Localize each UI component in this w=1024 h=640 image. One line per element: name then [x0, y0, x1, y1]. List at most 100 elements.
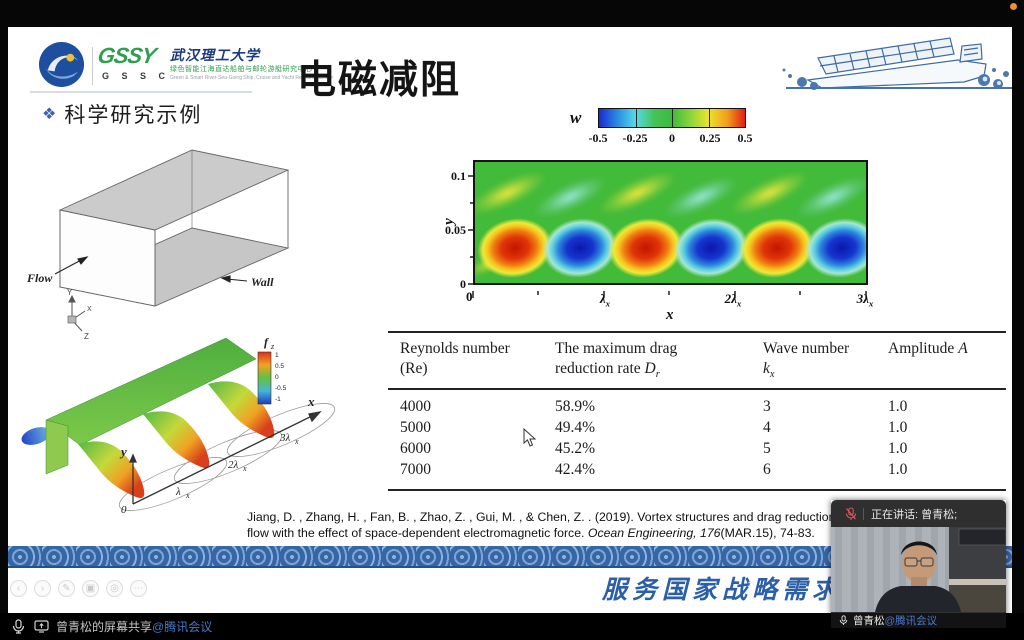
microphone-icon[interactable]	[12, 619, 25, 634]
table-cell: 4000	[400, 398, 431, 415]
w-tick: 0.25	[699, 131, 721, 145]
w-colorbar	[598, 108, 746, 128]
mouse-cursor	[523, 428, 537, 447]
axis-z-label: Z	[84, 332, 89, 341]
research-center-name: 绿色智能江海直达船舶与邮轮游艇研究中心	[170, 66, 313, 73]
pen-button[interactable]: ✎	[58, 580, 75, 597]
footer-motto: 服务国家战略需求	[602, 575, 843, 604]
force-x-axis-label: x	[307, 394, 315, 409]
svg-text:3λ: 3λ	[279, 432, 291, 444]
wave-pattern-band	[8, 546, 1012, 568]
w-tick: -0.25	[622, 131, 648, 145]
x-tick: 3λx	[856, 291, 874, 309]
header-rule	[786, 87, 1012, 89]
diamond-bullet-icon: ❖	[42, 106, 57, 123]
logo-divider	[92, 47, 93, 85]
record-indicator-dot	[1010, 3, 1017, 10]
video-feed-scene	[831, 527, 1006, 612]
ship-illustration-icon	[782, 37, 1009, 90]
w-tick: 0	[669, 131, 675, 145]
video-call-window[interactable]: 正在讲话: 曾青松;	[831, 500, 1006, 628]
svg-text:2λ: 2λ	[228, 459, 239, 471]
contour-y-axis-label: y	[440, 218, 457, 225]
svg-text:x: x	[185, 491, 190, 500]
university-name: 武汉理工大学	[170, 48, 260, 64]
table-cell: 42.4%	[555, 461, 596, 478]
col-header-drag-reduction: The maximum drag reduction rate Dr	[555, 340, 678, 381]
flow-label: Flow	[26, 271, 53, 285]
table-cell: 4	[763, 419, 771, 436]
col-header-amplitude: Amplitude A	[888, 340, 968, 357]
speaking-indicator-text: 正在讲话: 曾青松;	[871, 508, 958, 521]
x-tick: λx	[599, 291, 611, 309]
axis-x-label: X	[87, 306, 92, 313]
gssc-letters: G S S C	[102, 71, 171, 81]
col-header-wave-number: Wave number kx	[763, 340, 850, 381]
section-heading-text: 科学研究示例	[64, 104, 203, 127]
slide: GSSY G S S C 武汉理工大学 绿色智能江海直达船舶与邮轮游艇研究中心 …	[8, 27, 1012, 613]
table-cell: 6000	[400, 440, 431, 457]
table-cell: 58.9%	[555, 398, 596, 415]
table-cell: 6	[763, 461, 771, 478]
video-feed	[831, 527, 1006, 612]
table-cell: 49.4%	[555, 419, 596, 436]
em-force-3d-figure: x y 0 λ x 2λ x 3λ x f z 1 0.5 0 -0.5 -1	[21, 335, 336, 516]
force-origin-label: 0	[121, 504, 127, 516]
table-cell: 1.0	[888, 398, 908, 415]
share-bar-app-link[interactable]: @腾讯会议	[152, 620, 213, 634]
force-y-axis-label: y	[119, 444, 127, 459]
section-heading: ❖ 科学研究示例	[42, 99, 202, 129]
muted-microphone-icon	[845, 506, 857, 520]
x-tick: 0	[466, 289, 473, 304]
research-center-name-en: Green & Smart River-Sea-Going Ship, Crui…	[170, 75, 334, 81]
force-legend-sub: z	[270, 342, 275, 351]
citation: Jiang, D. , Zhang, H. , Fan, B. , Zhao, …	[247, 510, 957, 540]
university-logo-icon	[38, 41, 85, 88]
table-cell: 5000	[400, 419, 431, 436]
table-cell: 45.2%	[555, 440, 596, 457]
svg-text:-0.5: -0.5	[275, 385, 287, 392]
axis-y-label: Y	[67, 288, 73, 297]
w-tick: -0.5	[588, 131, 608, 145]
more-options-button[interactable]: ⋯	[130, 580, 147, 597]
col-header-reynolds: Reynolds number (Re)	[400, 340, 510, 377]
contour-x-axis-label: x	[666, 307, 674, 323]
w-colorbar-label: w	[570, 108, 582, 127]
participant-app-link[interactable]: @腾讯会议	[884, 614, 938, 627]
table-cell: 3	[763, 398, 771, 415]
y-tick: 0.05	[445, 223, 466, 237]
svg-text:-1: -1	[275, 396, 281, 403]
presenter-controls: ‹ › ✎ ▣ ◎ ⋯	[10, 580, 147, 597]
video-window-titlebar: 正在讲话: 曾青松;	[831, 500, 1006, 527]
svg-text:0.5: 0.5	[275, 363, 284, 370]
table-cell: 1.0	[888, 419, 908, 436]
channel-flow-diagram: Flow Wall Y X Z	[26, 149, 290, 341]
next-slide-button[interactable]: ›	[34, 580, 51, 597]
gssc-logo: GSSY	[95, 43, 158, 68]
force-legend-colorbar	[257, 351, 272, 405]
force-legend-label: f	[264, 335, 269, 349]
video-name-bar: 曾青松 @腾讯会议	[831, 612, 1006, 628]
wall-label: Wall	[251, 275, 274, 289]
svg-text:λ: λ	[175, 486, 181, 498]
y-tick: 0.1	[451, 169, 466, 183]
zoom-slide-button[interactable]: ◎	[106, 580, 123, 597]
table-cell: 1.0	[888, 461, 908, 478]
svg-text:1: 1	[275, 352, 279, 359]
prev-slide-button[interactable]: ‹	[10, 580, 27, 597]
participant-mic-icon	[839, 614, 848, 625]
svg-text:0: 0	[275, 374, 279, 381]
contour-axes-ticks	[468, 175, 867, 298]
results-table: Reynolds number (Re) The maximum drag re…	[388, 331, 1006, 495]
table-cell: 7000	[400, 461, 431, 478]
table-cell: 5	[763, 440, 771, 457]
x-tick: 2λx	[724, 291, 742, 309]
y-tick: 0	[460, 277, 466, 291]
screen-share-icon	[34, 620, 49, 633]
all-slides-button[interactable]: ▣	[82, 580, 99, 597]
w-contour-plot	[473, 160, 868, 285]
w-tick: 0.5	[737, 131, 753, 145]
logo-underline	[30, 91, 252, 93]
svg-text:x: x	[294, 437, 299, 446]
